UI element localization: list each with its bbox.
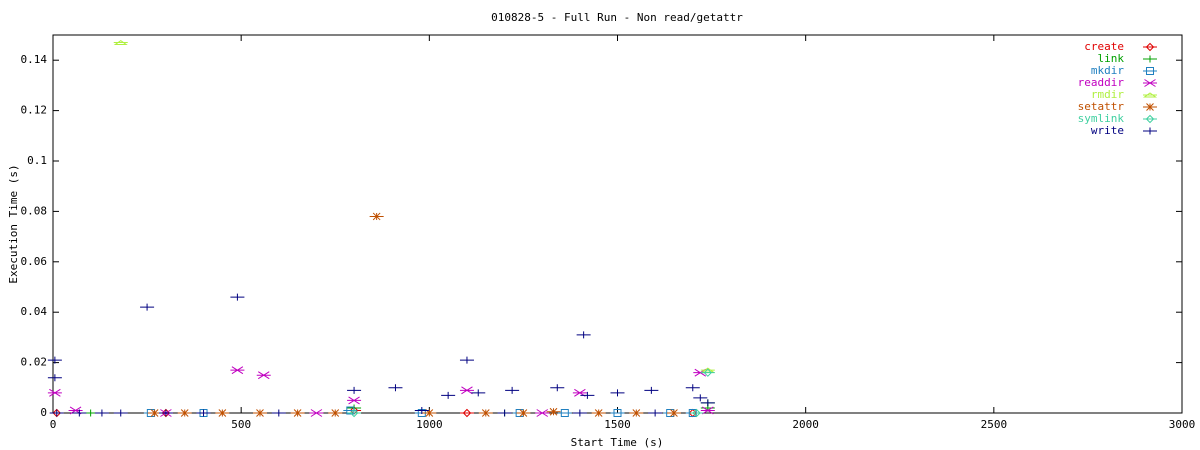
point: [629, 409, 644, 417]
legend-label: create: [1084, 40, 1124, 53]
point: [347, 408, 362, 418]
plot-border: [52, 34, 1183, 414]
legend-symbol: [1143, 103, 1157, 111]
point: [685, 384, 700, 392]
legend-label: link: [1098, 52, 1125, 65]
point: [546, 407, 561, 416]
point: [309, 409, 324, 417]
y-tick-label: 0.14: [21, 53, 48, 66]
point: [230, 293, 245, 301]
point: [347, 386, 362, 394]
point: [459, 386, 474, 395]
y-tick-label: 0.1: [27, 154, 47, 167]
point: [158, 409, 173, 417]
point: [580, 391, 595, 399]
chart-title: 010828-5 - Full Run - Non read/getattr: [491, 11, 743, 24]
legend-label: write: [1091, 124, 1124, 137]
point: [113, 39, 128, 46]
point: [610, 409, 625, 417]
point: [271, 409, 286, 417]
y-axis-label: Execution Time (s): [7, 164, 20, 283]
point: [252, 409, 267, 417]
legend-symbol: [1143, 55, 1157, 63]
point: [388, 384, 403, 392]
point: [700, 399, 715, 407]
point: [347, 396, 362, 405]
legend-label: rmdir: [1091, 88, 1124, 101]
x-tick-label: 2000: [792, 418, 819, 431]
point: [177, 409, 192, 417]
point: [516, 409, 531, 417]
y-tick-label: 0.08: [21, 204, 48, 217]
point: [572, 409, 587, 417]
point: [47, 374, 62, 382]
point: [47, 356, 62, 364]
point: [693, 394, 708, 402]
point: [576, 331, 591, 339]
y-tick-label: 0.02: [21, 356, 48, 369]
point: [610, 389, 625, 397]
legend-symbol: [1143, 114, 1157, 124]
point: [94, 409, 109, 417]
point: [591, 409, 606, 417]
x-tick-label: 2500: [981, 418, 1008, 431]
point: [47, 388, 62, 397]
x-tick-label: 0: [50, 418, 57, 431]
point: [505, 386, 520, 394]
point: [256, 371, 271, 380]
point: [648, 409, 663, 417]
x-tick-label: 3000: [1169, 418, 1196, 431]
point: [700, 406, 715, 415]
point: [113, 409, 128, 417]
point: [557, 409, 572, 417]
point: [700, 368, 715, 377]
point: [471, 389, 486, 397]
legend-label: setattr: [1078, 100, 1125, 113]
point: [666, 409, 681, 417]
legend-label: readdir: [1078, 76, 1125, 89]
point: [290, 409, 305, 417]
legend-symbol: [1143, 67, 1157, 75]
point: [215, 409, 230, 417]
x-tick-label: 1500: [604, 418, 631, 431]
point: [644, 386, 659, 394]
legend-symbol: [1143, 79, 1157, 87]
point: [422, 409, 437, 417]
y-tick-label: 0: [40, 406, 47, 419]
point: [72, 409, 87, 417]
x-tick-label: 1000: [416, 418, 443, 431]
x-tick-label: 500: [231, 418, 251, 431]
point: [700, 367, 715, 373]
point: [459, 356, 474, 364]
y-tick-label: 0.04: [21, 305, 48, 318]
legend-symbol: [1142, 92, 1158, 98]
point: [147, 409, 162, 417]
point: [140, 303, 155, 311]
point: [328, 409, 343, 417]
legend-symbol: [1143, 127, 1157, 135]
legend-symbol: [1143, 42, 1157, 52]
point: [550, 384, 565, 392]
point: [196, 409, 211, 417]
y-tick-label: 0.12: [21, 104, 48, 117]
point: [689, 408, 704, 418]
legend-label: mkdir: [1091, 64, 1124, 77]
x-axis-label: Start Time (s): [571, 436, 664, 449]
point: [414, 406, 429, 414]
point: [369, 212, 384, 221]
point: [441, 391, 456, 399]
point: [478, 409, 493, 417]
point: [49, 409, 64, 417]
point: [535, 409, 550, 417]
legend-label: symlink: [1078, 112, 1125, 125]
point: [497, 409, 512, 417]
point: [459, 408, 474, 418]
y-tick-label: 0.06: [21, 255, 48, 268]
point: [230, 366, 245, 375]
